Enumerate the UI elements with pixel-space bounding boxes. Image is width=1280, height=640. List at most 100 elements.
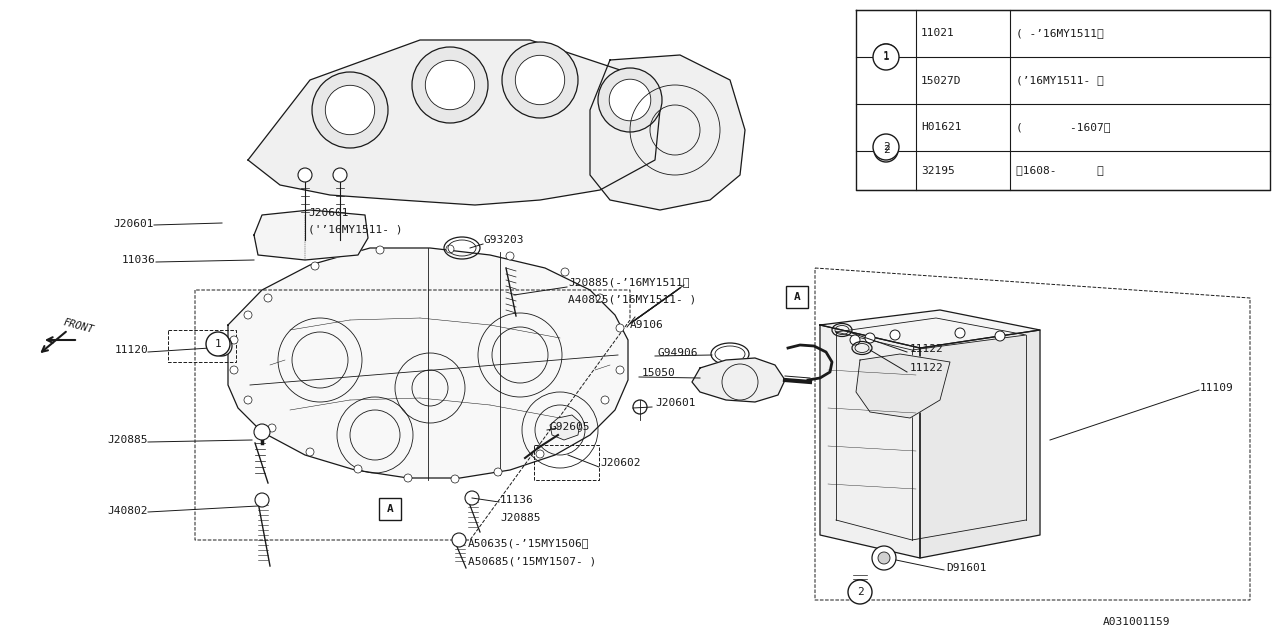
Circle shape <box>494 468 502 476</box>
Circle shape <box>873 44 899 70</box>
Text: J20601: J20601 <box>114 219 154 229</box>
Polygon shape <box>856 354 950 418</box>
FancyBboxPatch shape <box>786 286 808 308</box>
Text: 32195: 32195 <box>922 166 955 175</box>
Polygon shape <box>590 55 745 210</box>
Text: 15050: 15050 <box>643 368 676 378</box>
Circle shape <box>311 262 319 270</box>
Text: 1: 1 <box>883 51 890 61</box>
Text: (       -1607〉: ( -1607〉 <box>1016 122 1111 132</box>
Circle shape <box>230 336 238 344</box>
Text: ( -’16MY1511〉: ( -’16MY1511〉 <box>1016 29 1103 38</box>
Text: J20601: J20601 <box>655 398 695 408</box>
Text: 11120: 11120 <box>114 345 148 355</box>
Circle shape <box>609 79 650 121</box>
Circle shape <box>404 474 412 482</box>
Circle shape <box>465 491 479 505</box>
Text: J20602: J20602 <box>600 458 640 468</box>
Circle shape <box>216 340 228 352</box>
Text: A: A <box>387 504 393 514</box>
Circle shape <box>878 552 890 564</box>
Text: A50685(’15MY1507- ): A50685(’15MY1507- ) <box>468 556 596 566</box>
Circle shape <box>516 55 564 105</box>
Circle shape <box>596 294 604 302</box>
Text: 11036: 11036 <box>122 255 155 265</box>
Polygon shape <box>550 415 580 440</box>
Circle shape <box>573 424 582 432</box>
Polygon shape <box>920 330 1039 558</box>
Circle shape <box>865 333 876 343</box>
Polygon shape <box>253 210 369 260</box>
Circle shape <box>602 396 609 404</box>
Text: G94906: G94906 <box>658 348 699 358</box>
Text: G93203: G93203 <box>484 235 525 245</box>
Circle shape <box>850 580 870 600</box>
Polygon shape <box>228 248 628 478</box>
Text: A40825(’16MY1511- ): A40825(’16MY1511- ) <box>568 294 696 304</box>
Polygon shape <box>692 358 785 402</box>
Circle shape <box>616 324 625 332</box>
Circle shape <box>355 465 362 473</box>
Text: 2: 2 <box>856 587 864 597</box>
Text: J20885(-’16MY1511〉: J20885(-’16MY1511〉 <box>568 277 690 287</box>
Text: 2: 2 <box>883 142 890 152</box>
Circle shape <box>874 138 899 162</box>
Polygon shape <box>820 310 1039 348</box>
Text: 1: 1 <box>215 339 221 349</box>
Circle shape <box>850 335 860 345</box>
Circle shape <box>873 134 899 160</box>
Circle shape <box>333 168 347 182</box>
Text: A: A <box>794 292 800 302</box>
Circle shape <box>445 245 454 253</box>
Text: ('’16MY1511- ): ('’16MY1511- ) <box>308 224 402 234</box>
Circle shape <box>212 336 232 356</box>
Text: 11109: 11109 <box>1201 383 1234 393</box>
Circle shape <box>890 330 900 340</box>
Text: FRONT: FRONT <box>61 317 95 335</box>
Circle shape <box>506 252 515 260</box>
Text: 11021: 11021 <box>922 29 955 38</box>
Circle shape <box>598 68 662 132</box>
Text: 11136: 11136 <box>500 495 534 505</box>
Text: (’16MY1511- 〉: (’16MY1511- 〉 <box>1016 76 1103 86</box>
Polygon shape <box>248 40 660 205</box>
Circle shape <box>206 332 230 356</box>
Text: A9106: A9106 <box>630 320 664 330</box>
Circle shape <box>325 85 375 134</box>
Circle shape <box>312 72 388 148</box>
Circle shape <box>306 448 314 456</box>
Circle shape <box>536 450 544 458</box>
Circle shape <box>376 246 384 254</box>
Circle shape <box>268 424 276 432</box>
Circle shape <box>298 168 312 182</box>
Text: 2: 2 <box>883 145 890 155</box>
Text: J20885: J20885 <box>108 435 148 445</box>
Text: J20885: J20885 <box>500 513 540 523</box>
Circle shape <box>872 546 896 570</box>
Text: A50635(-’15MY1506〉: A50635(-’15MY1506〉 <box>468 538 590 548</box>
Circle shape <box>561 268 570 276</box>
Text: D91601: D91601 <box>946 563 987 573</box>
Circle shape <box>616 366 625 374</box>
Circle shape <box>874 44 899 68</box>
Text: 11122: 11122 <box>910 344 943 354</box>
Text: 〘1608-      〉: 〘1608- 〉 <box>1016 166 1103 175</box>
FancyBboxPatch shape <box>379 498 401 520</box>
Circle shape <box>451 475 460 483</box>
Circle shape <box>255 493 269 507</box>
Text: 15027D: 15027D <box>922 76 961 86</box>
Text: H01621: H01621 <box>922 122 961 132</box>
Polygon shape <box>820 325 920 558</box>
Circle shape <box>253 424 270 440</box>
Circle shape <box>412 47 488 123</box>
Text: 1: 1 <box>883 52 890 62</box>
Text: A031001159: A031001159 <box>1103 617 1170 627</box>
Circle shape <box>244 396 252 404</box>
Circle shape <box>244 311 252 319</box>
Text: G92605: G92605 <box>549 422 590 432</box>
Circle shape <box>264 294 273 302</box>
Circle shape <box>425 60 475 109</box>
Circle shape <box>452 533 466 547</box>
Text: J20601: J20601 <box>308 208 348 218</box>
Circle shape <box>502 42 579 118</box>
